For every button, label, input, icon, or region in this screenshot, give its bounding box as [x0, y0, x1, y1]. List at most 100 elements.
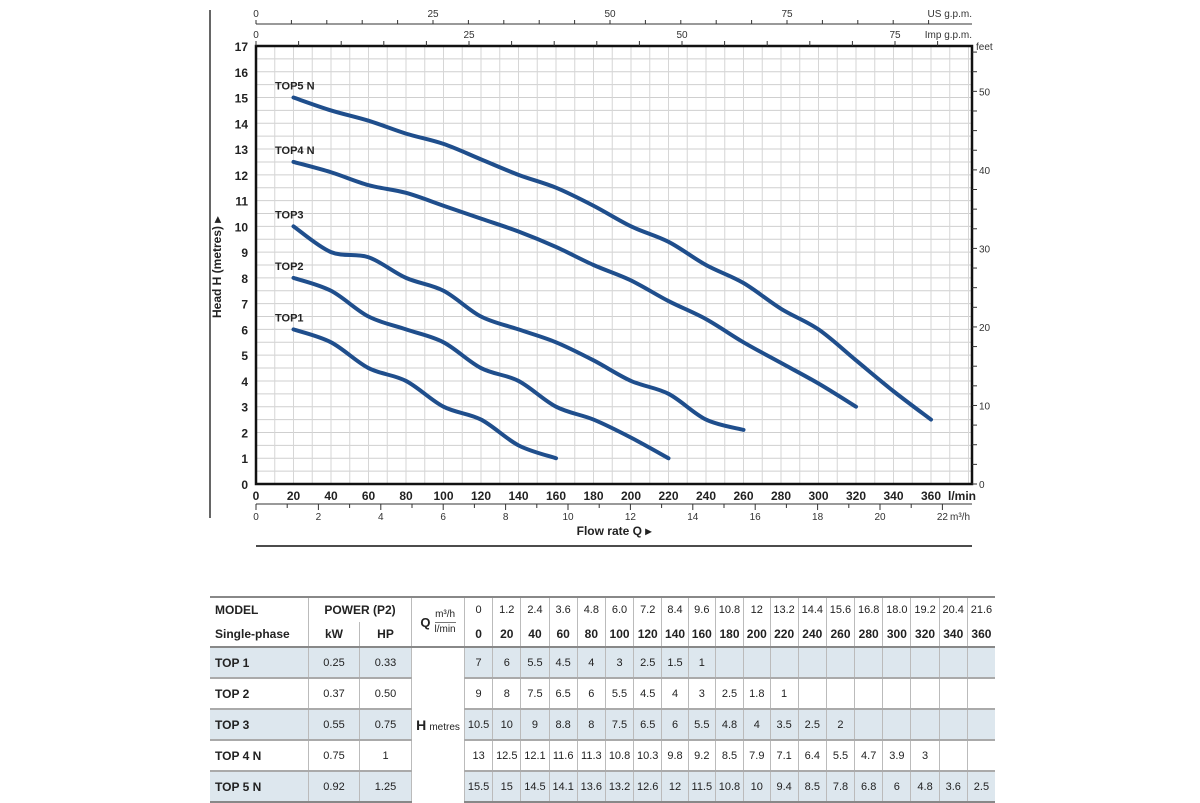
q-m3h-cell: 10.8 [715, 596, 745, 622]
head-value-cell: 8.8 [549, 708, 578, 740]
head-value-cell: 1.5 [661, 646, 689, 678]
x-tick-label: 280 [771, 489, 791, 503]
head-value-cell: 14.5 [520, 770, 550, 803]
x-tick-label: 340 [883, 489, 903, 503]
head-value-cell: 3 [688, 677, 716, 709]
head-value-cell [967, 739, 995, 771]
head-value-cell: 2.5 [715, 677, 745, 709]
head-value-cell: 3.6 [939, 770, 968, 803]
head-value-cell [798, 677, 827, 709]
imp-gpm-unit-label: Imp g.p.m. [925, 30, 972, 41]
y-tick-label: 8 [241, 272, 248, 286]
q-m3h-cell: 15.6 [826, 596, 856, 622]
m3h-tick-label: 0 [253, 512, 259, 523]
header-single-phase: Single-phase [210, 622, 309, 647]
model-name: TOP 4 N [210, 739, 309, 771]
head-value-cell: 2.5 [798, 708, 827, 740]
header-q-label: Q [420, 614, 431, 630]
q-lmin-cell: 100 [605, 622, 635, 647]
m3h-tick-label: 18 [812, 512, 824, 523]
head-value-cell [882, 708, 912, 740]
imp-gpm-tick-label: 75 [889, 30, 901, 41]
head-value-cell: 3.5 [770, 708, 799, 740]
feet-tick-label: 40 [979, 166, 991, 177]
head-value-cell: 6 [882, 770, 912, 803]
us-gpm-unit-label: US g.p.m. [928, 9, 972, 20]
head-value-cell: 12.5 [492, 739, 522, 771]
q-m3h-cell: 19.2 [910, 596, 940, 622]
head-value-cell: 13.6 [577, 770, 606, 803]
head-value-cell: 10 [492, 708, 522, 740]
head-value-cell: 4.7 [854, 739, 884, 771]
head-value-cell: 13.2 [605, 770, 635, 803]
head-value-cell: 5.5 [688, 708, 716, 740]
m3h-tick-label: 4 [378, 512, 384, 523]
x-tick-label: 100 [433, 489, 453, 503]
head-value-cell: 1.8 [743, 677, 771, 709]
head-value-cell: 5.5 [605, 677, 635, 709]
model-name: TOP 1 [210, 646, 309, 678]
head-value-cell: 11.6 [549, 739, 578, 771]
head-value-cell: 6.5 [549, 677, 578, 709]
head-value-cell: 7 [464, 646, 494, 678]
power-hp: 0.50 [359, 677, 412, 709]
curve-top2 [291, 275, 671, 461]
us-gpm-tick-label: 25 [427, 9, 439, 20]
y-tick-label: 9 [241, 246, 248, 260]
q-m3h-cell: 18.0 [882, 596, 912, 622]
imp-gpm-tick-label: 50 [676, 30, 688, 41]
x-tick-label: 60 [362, 489, 376, 503]
feet-tick-label: 10 [979, 401, 991, 412]
y-tick-label: 5 [241, 349, 248, 363]
head-value-cell: 4 [661, 677, 689, 709]
q-m3h-cell: 9.6 [688, 596, 716, 622]
table-header-row-2: Single-phase kW HP 0 20 40 60 80 100 120 140 160… [210, 622, 995, 647]
curve-top3 [291, 224, 746, 432]
y-tick-label: 1 [241, 452, 248, 466]
q-lmin-cell: 40 [520, 622, 550, 647]
head-value-cell [967, 677, 995, 709]
head-value-cell: 2 [826, 708, 856, 740]
head-value-cell: 8 [492, 677, 522, 709]
model-name: TOP 3 [210, 708, 309, 740]
us-gpm-tick-label: 75 [781, 9, 793, 20]
head-value-cell: 6.5 [633, 708, 663, 740]
head-value-cell [854, 646, 884, 678]
q-lmin-cell: 280 [854, 622, 884, 647]
y-tick-label: 12 [235, 169, 249, 183]
q-m3h-cell: 2.4 [520, 596, 550, 622]
head-value-cell: 7.8 [826, 770, 856, 803]
head-value-cell: 9.8 [661, 739, 689, 771]
m3h-tick-label: 22 [937, 512, 949, 523]
head-value-cell: 10.3 [633, 739, 663, 771]
table-row: TOP 5 N 0.92 1.25 15.5 15 14.5 14.1 13.6 13.2 12.… [210, 770, 995, 803]
head-value-cell: 7.5 [605, 708, 635, 740]
q-m3h-cell: 7.2 [633, 596, 663, 622]
m3h-tick-label: 6 [440, 512, 446, 523]
x-tick-label: 240 [696, 489, 716, 503]
header-hp: HP [359, 622, 412, 647]
head-value-cell [910, 677, 940, 709]
performance-table: MODEL POWER (P2) Q m³/h l/min 0 1.2 2.4 3.6 4… [210, 596, 995, 803]
header-m3h: m³/h [434, 608, 456, 623]
q-m3h-cell: 13.2 [770, 596, 799, 622]
head-value-cell: 12 [661, 770, 689, 803]
head-value-cell: 15 [492, 770, 522, 803]
header-q: Q m³/h l/min [411, 596, 465, 647]
head-value-cell [939, 677, 968, 709]
head-value-cell: 13 [464, 739, 494, 771]
q-lmin-cell: 120 [633, 622, 663, 647]
q-lmin-cell: 320 [910, 622, 940, 647]
x-unit-label: l/min [948, 489, 976, 503]
head-value-cell: 6 [492, 646, 522, 678]
power-kw: 0.25 [308, 646, 360, 678]
h-label: H [416, 717, 427, 733]
head-value-cell [967, 646, 995, 678]
header-kw: kW [308, 622, 360, 647]
y-tick-label: 13 [235, 143, 249, 157]
q-m3h-cell: 1.2 [492, 596, 522, 622]
head-value-cell: 9.2 [688, 739, 716, 771]
power-hp: 0.33 [359, 646, 412, 678]
head-value-cell: 12.1 [520, 739, 550, 771]
